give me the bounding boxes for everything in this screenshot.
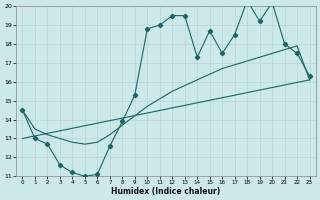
X-axis label: Humidex (Indice chaleur): Humidex (Indice chaleur) (111, 187, 221, 196)
